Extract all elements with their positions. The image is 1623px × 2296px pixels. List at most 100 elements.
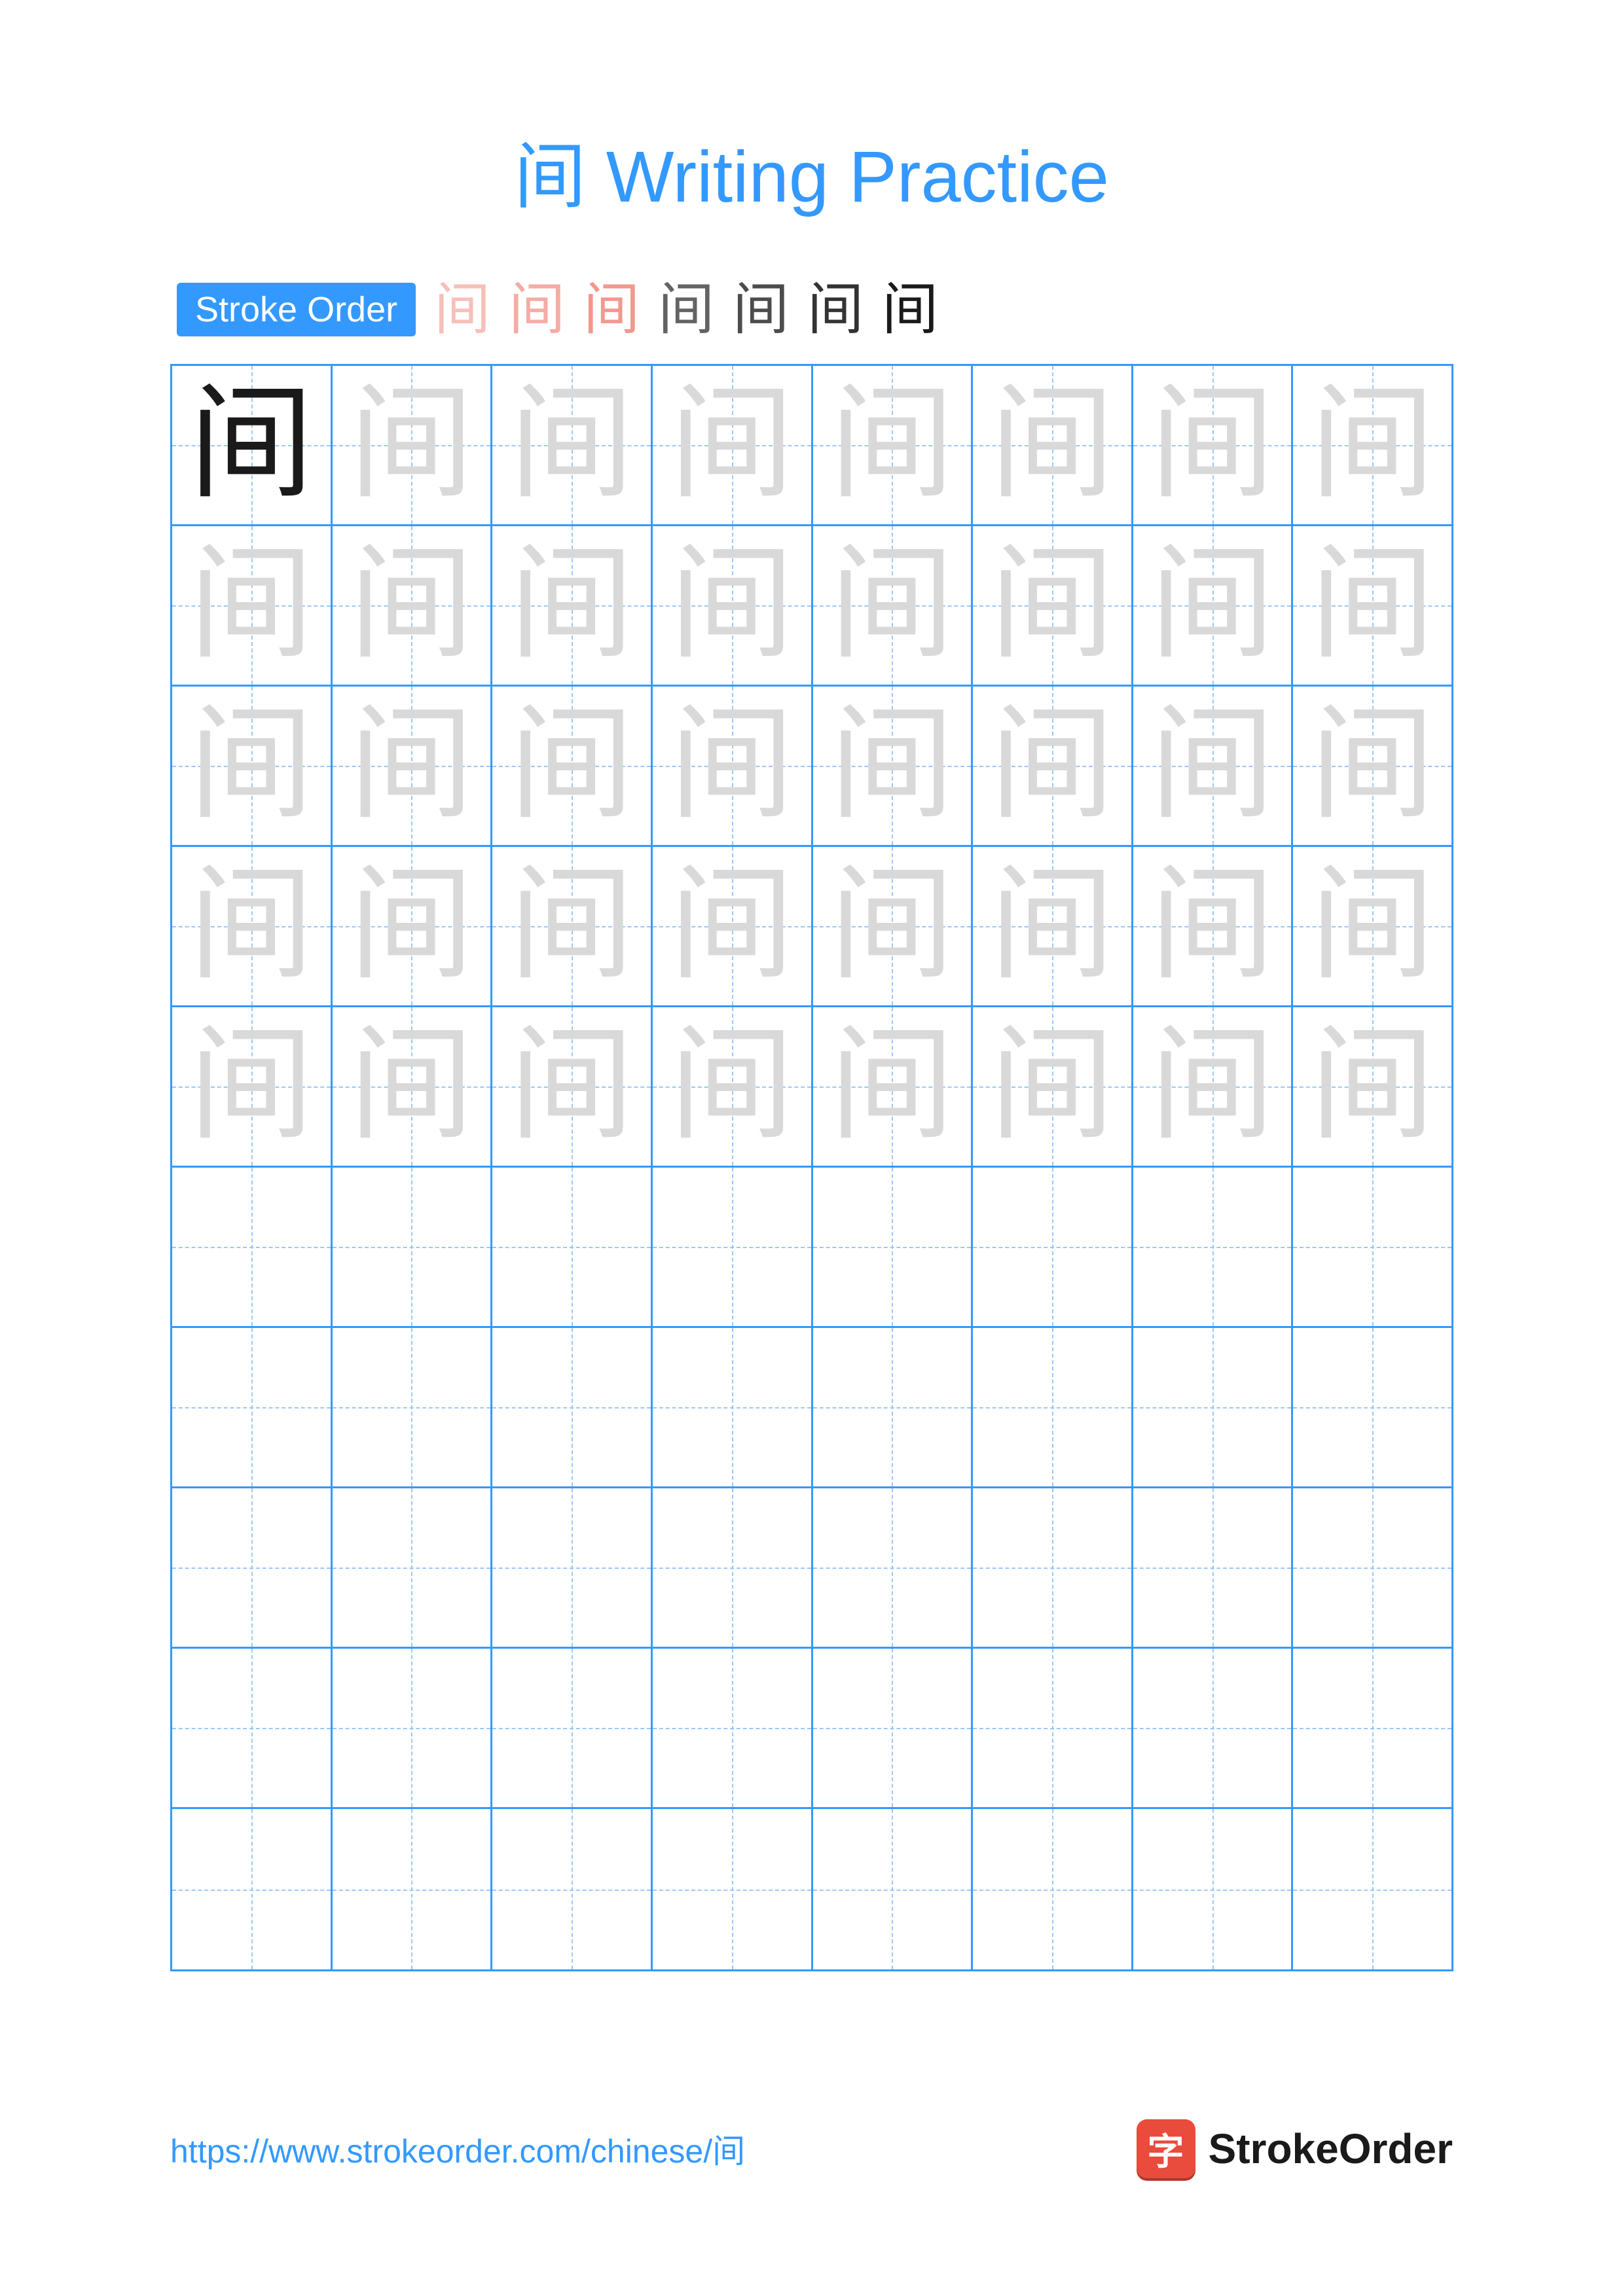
grid-cell	[492, 1649, 653, 1807]
grid-cell	[813, 1488, 974, 1647]
grid-cell	[172, 1168, 333, 1326]
grid-cell	[333, 1488, 493, 1647]
trace-character: 间	[509, 864, 634, 988]
stroke-order-steps: 间间间间间间间	[434, 281, 938, 338]
grid-cell	[653, 1809, 813, 1969]
trace-character: 间	[830, 864, 954, 988]
grid-cell	[653, 1488, 813, 1647]
grid-row: 间间间间间间间间	[172, 847, 1451, 1007]
trace-character: 间	[1150, 1024, 1275, 1149]
brand: 字 StrokeOrder	[1137, 2119, 1453, 2178]
grid-cell: 间	[1293, 847, 1451, 1005]
grid-cell: 间	[813, 847, 974, 1005]
example-character: 间	[189, 383, 314, 507]
grid-cell	[172, 1488, 333, 1647]
grid-row	[172, 1809, 1451, 1969]
grid-cell: 间	[813, 687, 974, 845]
trace-character: 间	[1310, 383, 1434, 507]
grid-cell: 间	[333, 687, 493, 845]
grid-cell: 间	[492, 1007, 653, 1166]
trace-character: 间	[189, 864, 314, 988]
brand-text: StrokeOrder	[1209, 2125, 1453, 2173]
grid-cell: 间	[172, 526, 333, 685]
trace-character: 间	[509, 383, 634, 507]
grid-cell: 间	[813, 366, 974, 524]
grid-cell	[1293, 1168, 1451, 1326]
grid-cell	[492, 1809, 653, 1969]
grid-cell: 间	[1133, 1007, 1294, 1166]
grid-cell	[333, 1328, 493, 1486]
grid-cell: 间	[492, 366, 653, 524]
trace-character: 间	[830, 704, 954, 828]
grid-cell	[973, 1168, 1133, 1326]
grid-cell	[1133, 1649, 1294, 1807]
grid-cell	[653, 1649, 813, 1807]
page-title: 间 Writing Practice	[170, 118, 1453, 223]
trace-character: 间	[990, 543, 1114, 668]
grid-cell: 间	[1133, 847, 1294, 1005]
grid-cell: 间	[1293, 366, 1451, 524]
grid-cell: 间	[492, 687, 653, 845]
grid-cell	[1293, 1488, 1451, 1647]
grid-row	[172, 1649, 1451, 1809]
trace-character: 间	[189, 704, 314, 828]
stroke-order-label: Stroke Order	[177, 283, 416, 336]
trace-character: 间	[509, 543, 634, 668]
trace-character: 间	[990, 1024, 1114, 1149]
grid-row	[172, 1488, 1451, 1649]
stroke-step: 间	[583, 281, 640, 338]
grid-cell	[973, 1328, 1133, 1486]
stroke-step: 间	[509, 281, 565, 338]
trace-character: 间	[189, 543, 314, 668]
trace-character: 间	[990, 704, 1114, 828]
grid-cell	[973, 1488, 1133, 1647]
grid-cell: 间	[973, 847, 1133, 1005]
trace-character: 间	[509, 704, 634, 828]
grid-cell: 间	[333, 366, 493, 524]
grid-cell: 间	[973, 366, 1133, 524]
grid-cell: 间	[653, 687, 813, 845]
grid-cell: 间	[653, 1007, 813, 1166]
grid-row: 间间间间间间间间	[172, 366, 1451, 526]
grid-cell: 间	[973, 526, 1133, 685]
grid-cell: 间	[1293, 687, 1451, 845]
stroke-order-row: Stroke Order 间间间间间间间	[170, 281, 1453, 338]
grid-cell	[333, 1649, 493, 1807]
grid-cell: 间	[813, 526, 974, 685]
grid-cell	[973, 1649, 1133, 1807]
trace-character: 间	[349, 1024, 473, 1149]
grid-cell	[172, 1809, 333, 1969]
grid-row: 间间间间间间间间	[172, 687, 1451, 847]
trace-character: 间	[509, 1024, 634, 1149]
grid-cell	[813, 1649, 974, 1807]
grid-cell: 间	[172, 687, 333, 845]
grid-cell: 间	[1293, 526, 1451, 685]
page-footer: https://www.strokeorder.com/chinese/间 字 …	[170, 2119, 1453, 2178]
trace-character: 间	[349, 543, 473, 668]
grid-cell	[172, 1328, 333, 1486]
grid-row: 间间间间间间间间	[172, 1007, 1451, 1168]
grid-cell	[973, 1809, 1133, 1969]
trace-character: 间	[990, 864, 1114, 988]
grid-cell: 间	[973, 687, 1133, 845]
trace-character: 间	[670, 383, 794, 507]
trace-character: 间	[670, 704, 794, 828]
trace-character: 间	[670, 864, 794, 988]
trace-character: 间	[1150, 864, 1275, 988]
grid-cell: 间	[973, 1007, 1133, 1166]
grid-cell	[1133, 1488, 1294, 1647]
trace-character: 间	[1310, 704, 1434, 828]
grid-cell	[172, 1649, 333, 1807]
grid-cell	[1133, 1168, 1294, 1326]
grid-cell: 间	[333, 847, 493, 1005]
grid-cell: 间	[1133, 687, 1294, 845]
grid-cell: 间	[653, 526, 813, 685]
trace-character: 间	[830, 543, 954, 668]
grid-cell	[653, 1328, 813, 1486]
grid-cell	[1293, 1328, 1451, 1486]
grid-cell: 间	[492, 526, 653, 685]
trace-character: 间	[349, 383, 473, 507]
grid-row	[172, 1328, 1451, 1488]
trace-character: 间	[1310, 864, 1434, 988]
trace-character: 间	[1310, 1024, 1434, 1149]
